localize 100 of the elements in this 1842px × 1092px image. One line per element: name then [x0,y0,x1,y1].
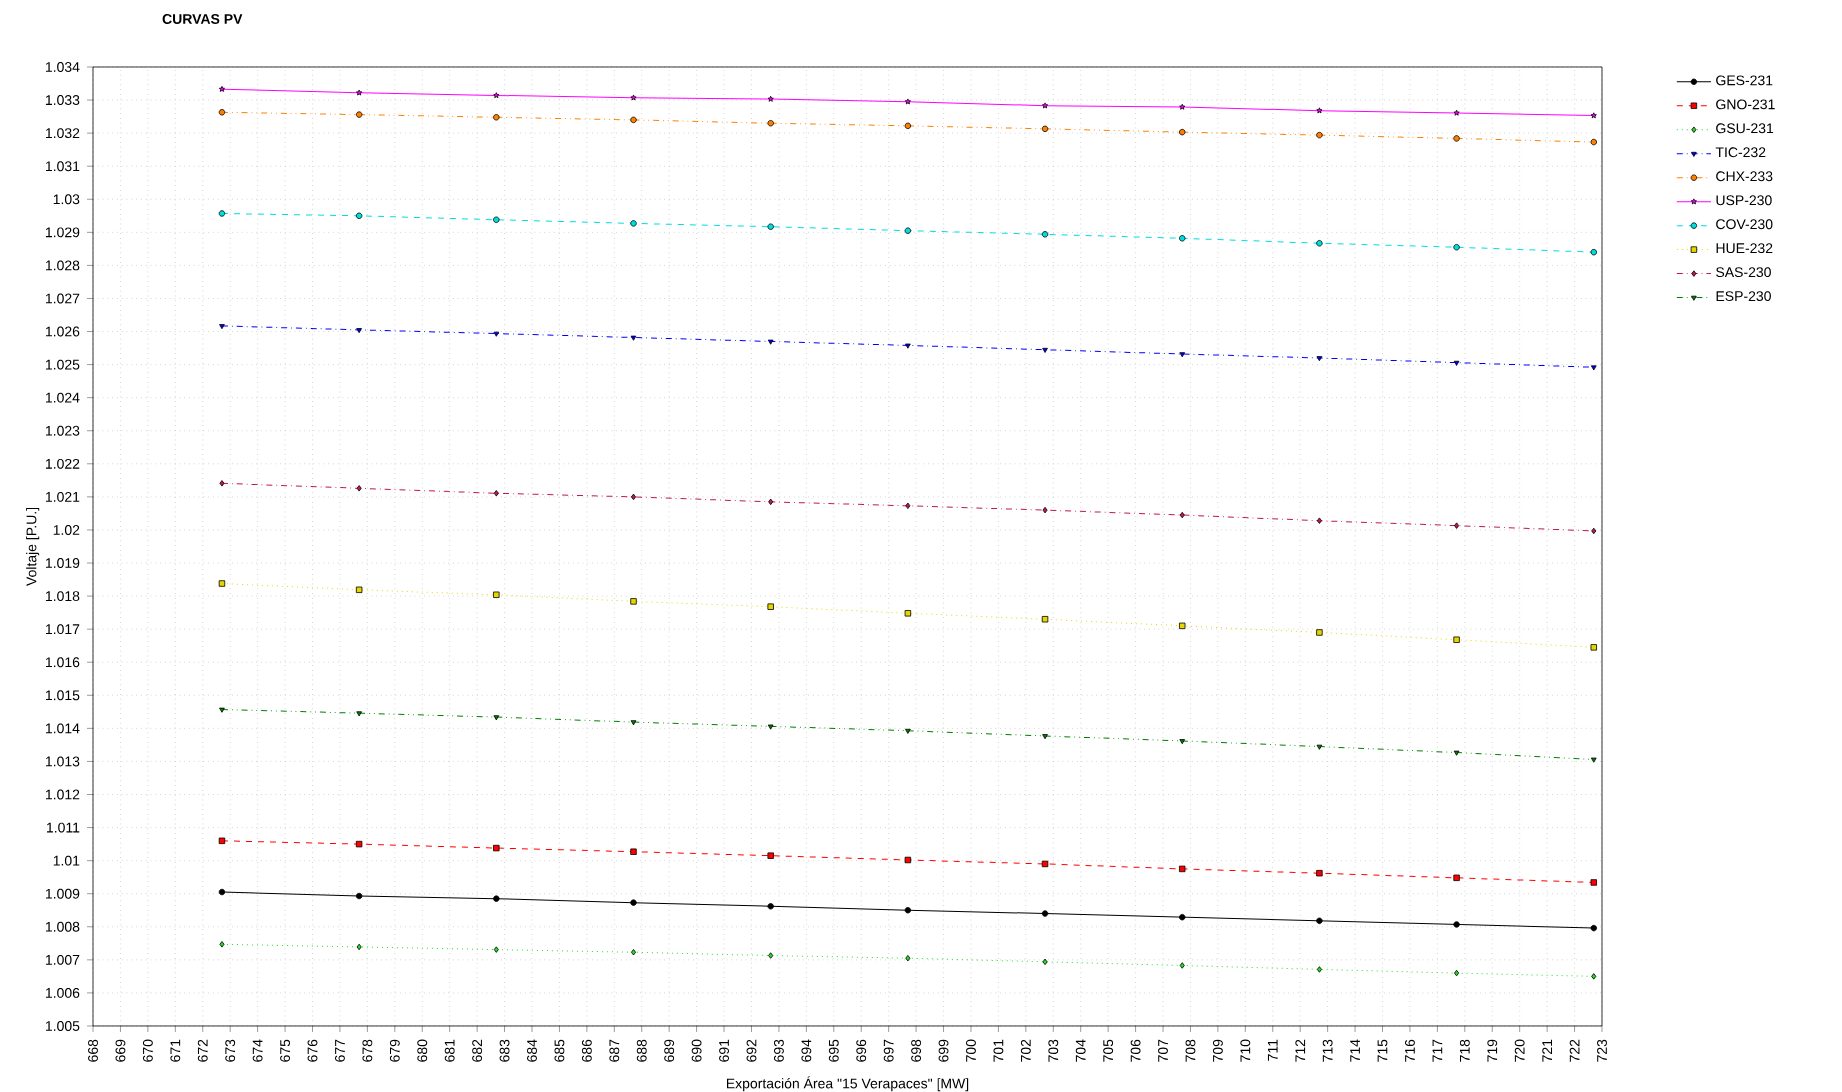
point [218,85,226,92]
point [1179,622,1186,630]
x-tick-label: 689 [664,1039,675,1062]
x-tick-label: 690 [691,1039,702,1062]
x-tick-label: 682 [472,1039,483,1062]
x-tick-label: 709 [1212,1039,1223,1062]
y-tick-label: 1.032 [45,128,80,139]
legend-label: COV-230 [1716,219,1773,230]
point [905,502,911,510]
x-tick-label: 703 [1048,1039,1059,1062]
point [767,95,774,102]
point [493,216,500,223]
point [1041,102,1049,109]
point [219,324,225,330]
point [1453,244,1460,251]
x-tick-label: 713 [1322,1039,1333,1062]
x-tick-label: 693 [773,1039,784,1062]
y-tick-label: 1.024 [45,392,80,403]
y-tick-label: 1.016 [45,657,80,668]
point [1590,757,1597,763]
legend-label: USP-230 [1716,195,1772,206]
y-tick-label: 1.022 [45,458,80,469]
point [1316,356,1323,362]
x-tick-label: 674 [252,1039,263,1062]
x-tick-label: 706 [1130,1039,1141,1062]
point [1042,506,1048,514]
x-tick-label: 711 [1267,1039,1278,1061]
point [1591,527,1597,535]
y-tick-label: 1.007 [45,954,80,965]
x-tick-label: 681 [444,1039,455,1062]
x-tick-label: 692 [746,1039,757,1062]
point [1041,616,1049,623]
y-tick-label: 1.019 [45,558,80,568]
y-tick-label: 1.025 [45,359,80,370]
x-tick-label: 670 [142,1039,153,1062]
x-tick-label: 717 [1432,1039,1443,1062]
y-tick-label: 1.017 [45,624,80,635]
x-tick-label: 699 [938,1039,949,1062]
point [1042,734,1048,740]
x-tick-label: 716 [1405,1039,1415,1062]
point [493,591,500,598]
x-tick-label: 688 [636,1039,647,1062]
point [1179,128,1186,136]
point [1590,924,1597,932]
point [1179,352,1186,358]
point [904,122,912,130]
point [219,941,225,948]
y-tick-label: 1.033 [45,95,80,105]
x-tick-label: 669 [115,1039,126,1062]
x-tick-label: 721 [1542,1039,1553,1062]
x-tick-label: 719 [1487,1039,1498,1062]
point [218,210,226,217]
y-tick-label: 1.029 [45,227,80,238]
x-tick-label: 723 [1597,1039,1607,1062]
point [1453,109,1460,116]
x-tick-label: 718 [1459,1039,1470,1062]
point [1316,870,1323,877]
point [630,848,637,855]
point [355,840,363,848]
point [355,111,363,118]
point [1316,966,1322,973]
point [630,720,637,726]
x-tick-label: 672 [197,1039,208,1062]
point [493,715,500,721]
point [355,586,363,593]
point [356,485,362,492]
point [904,856,912,864]
point [219,707,225,713]
point [355,892,363,900]
point [768,498,774,506]
y-tick-label: 1.021 [45,491,80,502]
x-tick-label: 671 [170,1039,181,1062]
x-tick-label: 695 [828,1039,839,1062]
x-tick-label: 676 [307,1039,318,1062]
point [219,480,225,487]
point [355,212,363,219]
legend-label: HUE-232 [1716,243,1773,254]
point [767,339,774,345]
y-tick-label: 1.015 [45,690,80,701]
point [1316,240,1323,247]
legend-label: SAS-230 [1716,267,1771,278]
point [904,227,912,234]
y-tick-label: 1.011 [47,822,80,833]
point [493,331,500,337]
x-tick-label: 715 [1377,1039,1388,1062]
point [1179,962,1185,969]
point [493,490,499,497]
point [905,343,911,349]
y-tick-label: 1.01 [53,855,80,866]
point [356,943,362,951]
y-tick-label: 1.005 [45,1021,80,1031]
point [630,220,637,227]
x-tick-label: 702 [1020,1039,1031,1062]
point [630,899,637,906]
x-tick-label: 680 [417,1039,428,1062]
x-tick-label: 697 [883,1039,894,1062]
point [1453,135,1460,142]
point [1316,744,1323,750]
point [767,120,774,127]
y-tick-label: 1.014 [45,723,80,734]
